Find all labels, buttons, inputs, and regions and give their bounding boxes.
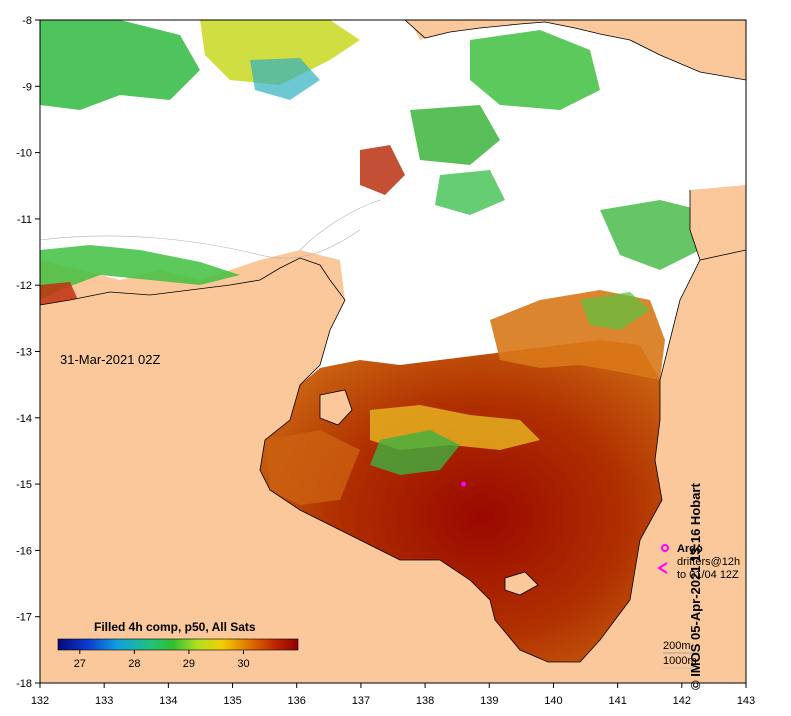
y-tick-label: -10 <box>16 148 32 160</box>
depth-legend-200: 200m <box>663 640 691 652</box>
colorbar-tick-label: 30 <box>237 658 249 670</box>
y-tick-label: -17 <box>16 612 32 624</box>
colorbar-ticks: 27 28 29 30 <box>74 650 250 670</box>
sst-patch-green-east <box>580 292 650 330</box>
x-tick-label: 134 <box>159 695 177 707</box>
drifter-legend-label: drifters@12h <box>677 556 740 568</box>
x-tick-label: 141 <box>608 695 626 707</box>
map-plot <box>40 20 746 683</box>
sst-north-green-1 <box>40 20 200 110</box>
y-tick-label: -13 <box>16 347 32 359</box>
x-tick-label: 133 <box>95 695 113 707</box>
y-tick-label: -18 <box>16 678 32 690</box>
sst-north-green-4 <box>435 170 505 215</box>
mornington-island <box>504 571 539 596</box>
y-tick-label: -12 <box>16 280 32 292</box>
colorbar-tick-label: 27 <box>74 658 86 670</box>
argo-float-marker <box>461 481 467 487</box>
colorbar-title: Filled 4h comp, p50, All Sats <box>94 620 256 634</box>
coastline <box>40 20 746 663</box>
argo-legend-label: Argo <box>677 543 703 555</box>
x-tick-label: 139 <box>480 695 498 707</box>
x-tick-label: 143 <box>737 695 755 707</box>
x-tick-label: 137 <box>352 695 370 707</box>
drifter-legend-date: to 01/04 12Z <box>677 569 739 581</box>
sst-gulf-warm <box>260 340 662 662</box>
credit-label: © IMOS 05-Apr-2021 13:16 Hobart <box>688 483 703 690</box>
sst-patch-green-gulf <box>370 430 460 475</box>
x-tick-label: 135 <box>223 695 241 707</box>
depth-legend-1000: 1000m <box>663 655 697 667</box>
sst-north-cyan <box>250 58 320 100</box>
sst-north-green-2 <box>470 30 600 110</box>
depth-contours <box>40 199 381 259</box>
x-tick-label: 140 <box>544 695 562 707</box>
sst-north-green-3 <box>410 105 500 165</box>
sst-southwest-orange <box>265 430 360 505</box>
x-axis: 132 133 134 135 136 137 138 139 140 141 142 143 <box>31 683 755 707</box>
y-tick-label: -9 <box>22 81 32 93</box>
groote-eylandt <box>319 389 353 426</box>
y-tick-label: -15 <box>16 479 32 491</box>
colorbar-tick-label: 29 <box>183 658 195 670</box>
y-tick-label: -16 <box>16 545 32 557</box>
x-tick-label: 132 <box>31 695 49 707</box>
x-tick-label: 142 <box>673 695 691 707</box>
y-tick-label: -11 <box>17 214 32 226</box>
colorbar-tick-label: 28 <box>128 658 140 670</box>
sst-north-red <box>360 145 405 195</box>
x-tick-label: 136 <box>288 695 306 707</box>
land-new-guinea <box>405 20 746 80</box>
argo-legend-icon <box>661 544 669 552</box>
colorbar <box>57 638 299 651</box>
y-tick-label: -14 <box>16 413 32 425</box>
y-axis: -8 -9 -10 -11 -12 -13 -14 -15 -16 -17 -18 <box>16 15 40 690</box>
sst-north-yellow-1 <box>200 20 360 85</box>
sst-northeast-green <box>600 200 700 270</box>
land-cape-york-north <box>690 185 746 260</box>
drifter-legend-icon <box>657 562 668 574</box>
date-label: 31-Mar-2021 02Z <box>60 352 160 367</box>
land-arnhem <box>40 250 746 683</box>
y-tick-label: -8 <box>22 15 32 27</box>
sst-west-green <box>40 245 240 300</box>
x-tick-label: 138 <box>416 695 434 707</box>
